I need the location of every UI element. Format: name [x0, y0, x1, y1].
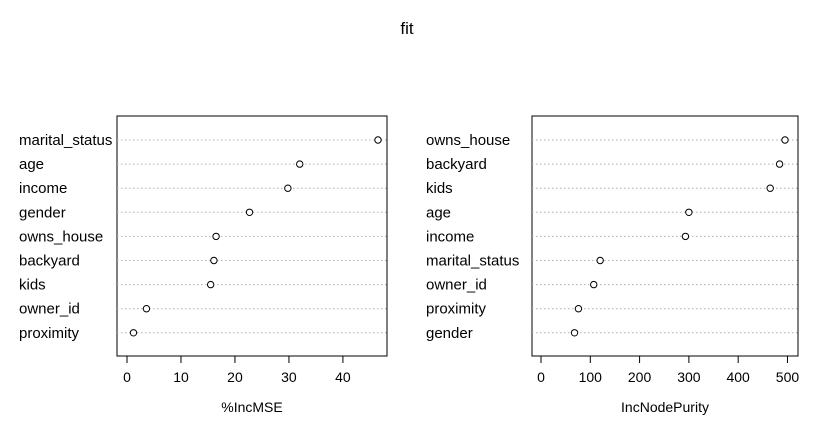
x-tick-label: 0 — [537, 369, 545, 385]
x-tick-label: 20 — [227, 369, 243, 385]
x-axis-title: IncNodePurity — [621, 399, 709, 415]
data-point — [766, 184, 774, 192]
data-point — [374, 136, 382, 144]
data-point — [590, 280, 598, 289]
data-point — [596, 256, 604, 265]
x-tick-label: 300 — [677, 369, 701, 385]
category-label: age — [426, 204, 451, 221]
data-point — [142, 305, 151, 313]
category-label: income — [426, 228, 474, 245]
x-tick-label: 10 — [173, 369, 189, 385]
category-label: proximity — [426, 301, 487, 318]
data-point — [284, 184, 292, 192]
data-point — [775, 160, 784, 168]
category-label: owns_house — [426, 132, 510, 149]
panel-incnodepurity: owns_house backyard kids age income marital_s… — [426, 115, 800, 415]
category-label: marital_status — [426, 253, 519, 270]
data-point — [781, 136, 789, 144]
category-label: owner_id — [19, 301, 80, 318]
x-tick-label: 40 — [335, 369, 351, 385]
data-point — [129, 329, 138, 337]
category-label: kids — [19, 277, 46, 294]
chart-title: fit — [400, 19, 414, 38]
category-label: marital_status — [19, 132, 112, 149]
category-label: income — [19, 180, 67, 197]
x-tick-label: 100 — [579, 369, 603, 385]
category-label: owns_house — [19, 228, 103, 245]
category-label: proximity — [19, 325, 80, 342]
category-label: backyard — [426, 156, 487, 173]
x-tick-label: 400 — [726, 369, 750, 385]
category-label: backyard — [19, 253, 80, 270]
x-tick-label: 0 — [123, 369, 131, 385]
data-point — [570, 329, 579, 337]
category-label: age — [19, 156, 44, 173]
data-point — [212, 232, 220, 241]
data-point — [574, 305, 583, 313]
x-tick-label: 30 — [281, 369, 297, 385]
category-label: owner_id — [426, 277, 487, 294]
category-label: gender — [19, 204, 66, 221]
x-tick-label: 200 — [628, 369, 652, 385]
x-axis-title: %IncMSE — [221, 399, 282, 415]
data-point — [296, 160, 304, 168]
category-label: gender — [426, 325, 473, 342]
data-point — [206, 280, 215, 289]
x-tick-label: 500 — [776, 369, 800, 385]
data-point — [681, 232, 690, 241]
category-label: kids — [426, 180, 453, 197]
data-point — [210, 256, 218, 265]
data-point — [245, 208, 254, 217]
data-point — [685, 208, 693, 217]
